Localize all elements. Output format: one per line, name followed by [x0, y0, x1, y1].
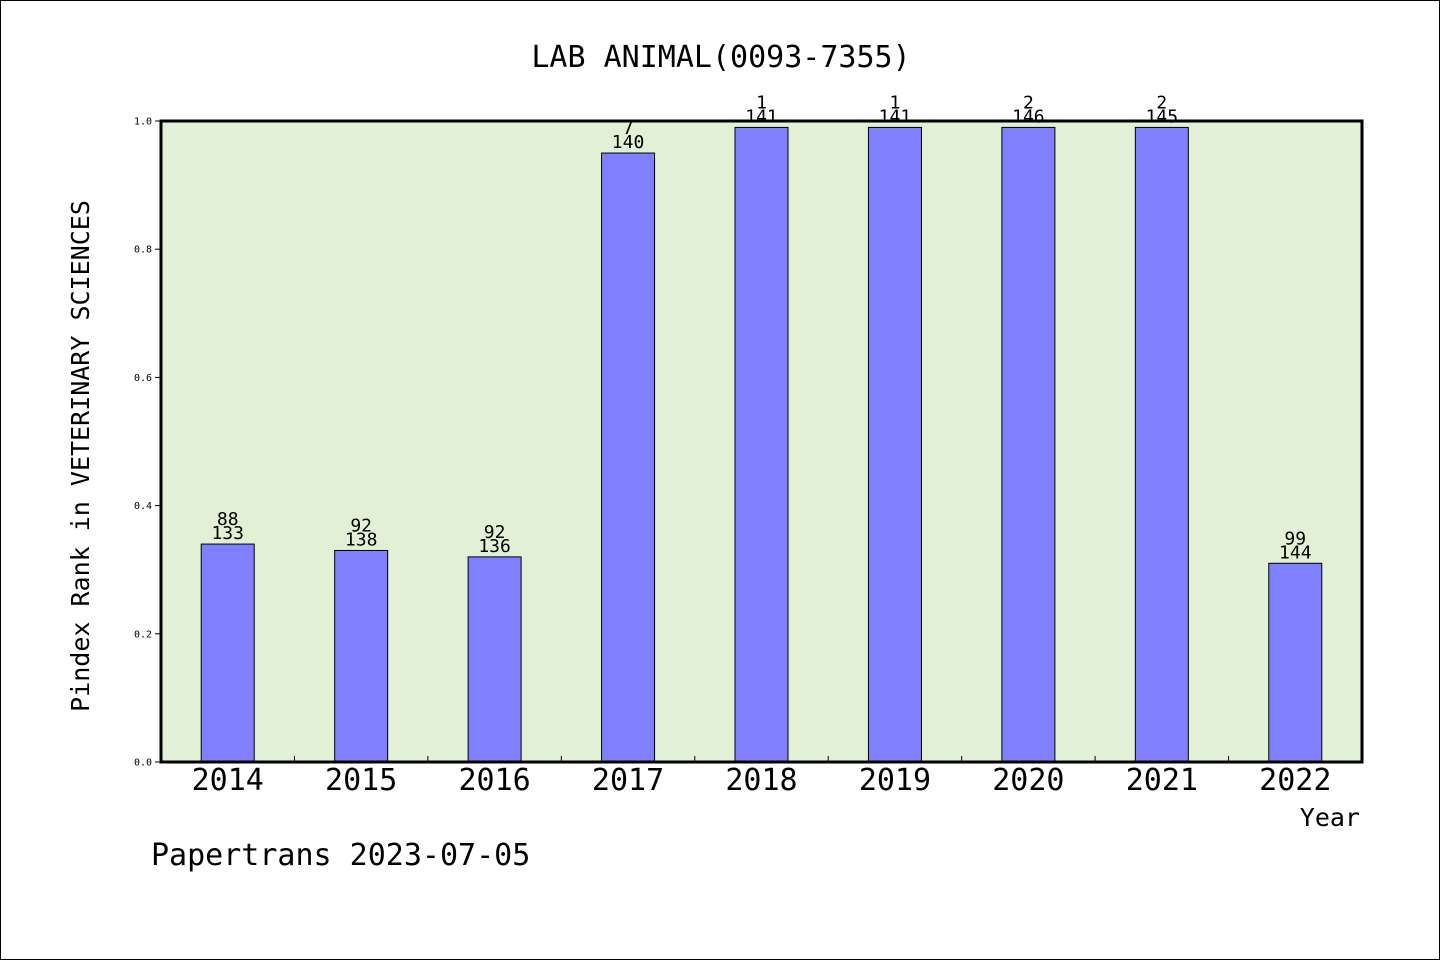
x-tick-label: 2015	[325, 763, 397, 798]
rank-label: 1	[756, 92, 767, 113]
rank-label: 92	[350, 515, 372, 536]
x-tick-label: 2014	[192, 763, 264, 798]
rank-label: 1	[890, 92, 901, 113]
bar-2018	[734, 126, 789, 763]
bar-2017	[601, 152, 656, 763]
total-label: 141	[745, 106, 778, 127]
total-label: 138	[345, 529, 378, 550]
plot-border	[159, 119, 1364, 764]
bar-2020	[1001, 126, 1056, 763]
x-tick-label: 2016	[458, 763, 530, 798]
rank-label: 99	[1284, 528, 1306, 549]
bars	[200, 126, 1323, 763]
total-label: 145	[1146, 106, 1179, 127]
y-tick-label: 0.2	[134, 629, 152, 640]
x-tick-label: 2019	[859, 763, 931, 798]
bar-2014	[200, 543, 255, 763]
rank-label: 88	[217, 509, 239, 530]
x-tick-label: 2021	[1126, 763, 1198, 798]
total-label: 133	[211, 523, 244, 544]
rank-label: 92	[484, 522, 506, 543]
credit-text: Papertrans 2023-07-05	[151, 838, 530, 873]
chart-title: LAB ANIMAL(0093-7355)	[531, 40, 910, 75]
x-tick-label: 2020	[992, 763, 1064, 798]
bar-2021	[1134, 126, 1189, 763]
x-axis-label: Year	[1300, 803, 1360, 832]
y-tick-label: 0.0	[134, 758, 152, 769]
total-label: 136	[478, 536, 511, 557]
y-tick-label: 0.4	[134, 501, 152, 512]
total-label: 141	[879, 106, 912, 127]
rank-label: 2	[1156, 92, 1167, 113]
bar-2019	[867, 126, 922, 763]
x-tick-label: 2018	[725, 763, 797, 798]
rank-label: 2	[1023, 92, 1034, 113]
x-tick-label: 2022	[1259, 763, 1331, 798]
bar-2022	[1268, 562, 1323, 763]
y-tick-label: 0.6	[134, 373, 152, 384]
x-tick-label: 2017	[592, 763, 664, 798]
total-label: 146	[1012, 106, 1045, 127]
total-label: 140	[612, 132, 645, 153]
total-label: 144	[1279, 542, 1312, 563]
y-axis-label: Pindex Rank in VETERINARY SCIENCES	[66, 200, 95, 712]
x-axis: 2014 2015 2016 2017 2018 2019 2020 2021 2022	[192, 756, 1331, 798]
y-axis: 0.0 0.2 0.4 0.6 0.8 1.0	[134, 117, 161, 769]
bar-2015	[334, 549, 389, 763]
rank-label: 7	[623, 118, 634, 139]
bar-2016	[467, 556, 522, 763]
y-tick-label: 0.8	[134, 245, 152, 256]
y-tick-label: 1.0	[134, 117, 152, 128]
